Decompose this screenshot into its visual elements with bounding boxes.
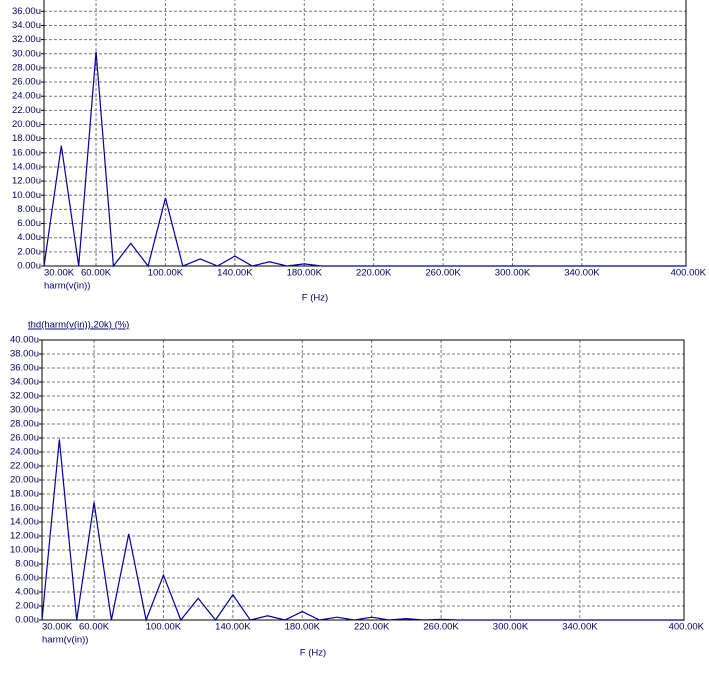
y-tick-label: 6.00u	[15, 573, 39, 584]
plot-area	[43, 0, 687, 267]
y-tick-label: 2.00u	[17, 246, 41, 257]
y-tick-label: 32.00u	[12, 34, 41, 45]
x-tick-label: 140.00K	[215, 622, 251, 633]
y-tick-label: 16.00u	[10, 503, 39, 514]
y-tick-label: 6.00u	[17, 218, 41, 229]
y-tick-label: 10.00u	[10, 545, 39, 556]
x-tick-label: 60.00K	[79, 622, 110, 633]
y-tick-label: 4.00u	[15, 587, 39, 598]
y-tick-label: 38.00u	[10, 349, 39, 360]
y-tick-label: 18.00u	[12, 133, 41, 144]
trace-name: harm(v(in))	[42, 635, 88, 646]
y-tick-label: 34.00u	[10, 377, 39, 388]
y-tick-label: 4.00u	[17, 232, 41, 243]
data-line	[43, 51, 686, 268]
y-tick-label: 30.00u	[12, 48, 41, 59]
y-tick-label: 8.00u	[17, 204, 41, 215]
y-tick-label: 0.00u	[15, 615, 39, 626]
y-tick-label: 28.00u	[12, 62, 41, 73]
y-tick-label: 36.00u	[10, 363, 39, 374]
x-tick-label: 180.00K	[285, 622, 321, 633]
y-tick-label: 14.00u	[10, 517, 39, 528]
x-axis-label: F (Hz)	[302, 293, 328, 304]
y-tick-label: 18.00u	[10, 489, 39, 500]
y-tick-label: 26.00u	[12, 77, 41, 88]
y-tick-label: 30.00u	[10, 405, 39, 416]
x-tick-label: 180.00K	[287, 268, 323, 279]
y-tick-label: 34.00u	[12, 20, 41, 31]
y-tick-label: 20.00u	[10, 475, 39, 486]
y-tick-label: 8.00u	[15, 559, 39, 570]
y-tick-label: 28.00u	[10, 419, 39, 430]
y-tick-label: 10.00u	[12, 190, 41, 201]
x-tick-label: 300.00K	[493, 622, 529, 633]
x-tick-label: 140.00K	[217, 268, 253, 279]
x-tick-label: 220.00K	[356, 268, 392, 279]
y-tick-label: 12.00u	[10, 531, 39, 542]
y-tick-label: 16.00u	[12, 147, 41, 158]
x-tick-label: 400.00K	[669, 622, 705, 633]
y-tick-label: 40.00u	[10, 335, 39, 346]
x-tick-label: 300.00K	[495, 268, 531, 279]
y-tick-label: 22.00u	[12, 105, 41, 116]
x-tick-label: 60.00K	[81, 268, 112, 279]
x-tick-label: 340.00K	[562, 622, 598, 633]
x-tick-label: 260.00K	[425, 268, 461, 279]
y-tick-label: 2.00u	[15, 601, 39, 612]
y-tick-label: 12.00u	[12, 176, 41, 187]
x-tick-label: 30.00K	[44, 268, 75, 279]
y-tick-label: 24.00u	[12, 91, 41, 102]
x-tick-label: 400.00K	[671, 268, 707, 279]
x-tick-label: 100.00K	[146, 622, 182, 633]
y-tick-label: 22.00u	[10, 461, 39, 472]
data-line	[41, 439, 684, 623]
y-tick-label: 36.00u	[12, 6, 41, 17]
y-tick-label: 0.00u	[17, 261, 41, 272]
y-tick-label: 24.00u	[10, 447, 39, 458]
y-tick-label: 38.00u	[12, 0, 41, 3]
trace-name: harm(v(in))	[44, 281, 90, 292]
x-tick-label: 30.00K	[42, 622, 73, 633]
x-axis-label: F (Hz)	[300, 648, 326, 659]
x-tick-label: 220.00K	[354, 622, 390, 633]
x-tick-label: 260.00K	[423, 622, 459, 633]
y-tick-label: 20.00u	[12, 119, 41, 130]
plot-frame	[41, 339, 685, 621]
y-tick-label: 26.00u	[10, 433, 39, 444]
chart-title: thd(harm(v(in)),20k) (%)	[28, 320, 129, 331]
x-tick-label: 100.00K	[148, 268, 184, 279]
x-tick-label: 340.00K	[564, 268, 600, 279]
y-tick-label: 32.00u	[10, 391, 39, 402]
y-tick-label: 14.00u	[12, 161, 41, 172]
